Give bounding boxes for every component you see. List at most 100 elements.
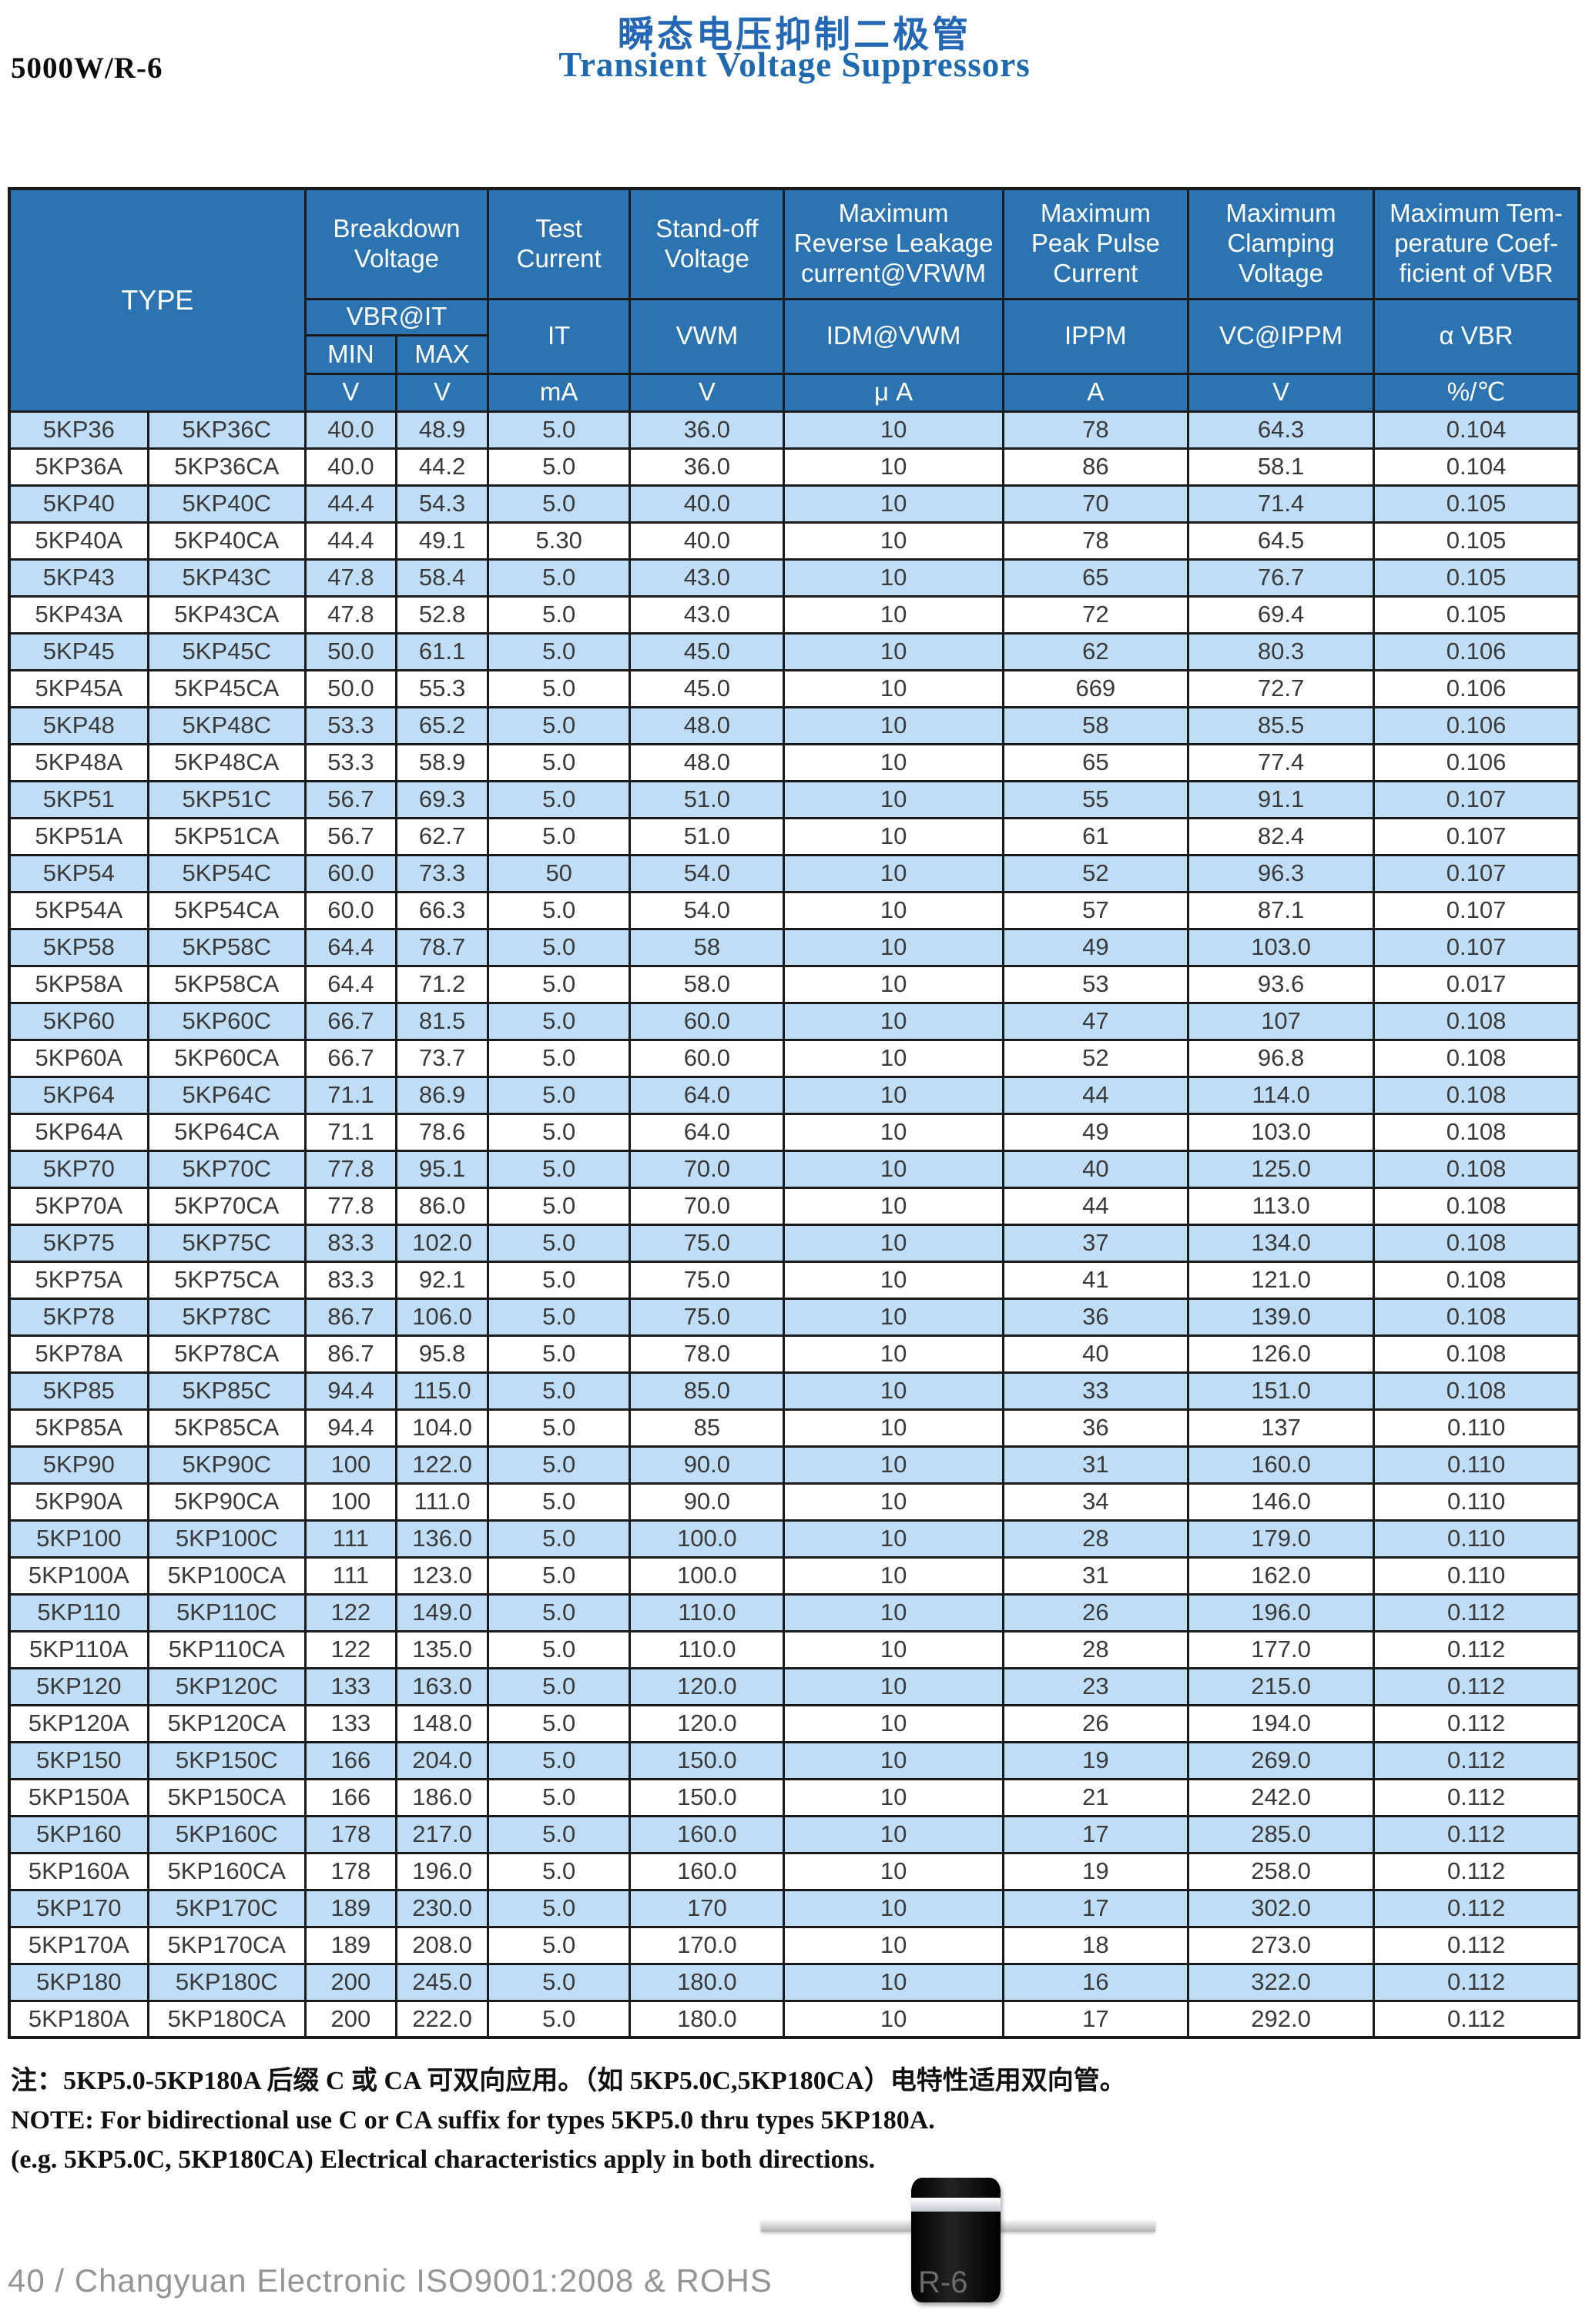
table-cell: 0.107 xyxy=(1373,816,1581,856)
table-cell: 149.0 xyxy=(394,1592,490,1632)
col-header-standoff-voltage: Stand-off Voltage xyxy=(629,187,786,300)
table-cell: 56.7 xyxy=(303,816,397,856)
table-cell: 5KP40CA xyxy=(146,521,307,561)
table-cell: 62.7 xyxy=(394,816,490,856)
table-cell: 19 xyxy=(1001,1740,1189,1780)
table-cell: 58.0 xyxy=(629,964,786,1004)
table-cell: 100 xyxy=(303,1445,397,1485)
table-cell: 150.0 xyxy=(629,1740,786,1780)
table-cell: 126.0 xyxy=(1186,1334,1376,1374)
table-cell: 44.2 xyxy=(394,447,490,487)
col-header-clamping-voltage: Maximum Clamping Voltage xyxy=(1186,187,1376,300)
table-cell: 5KP48C xyxy=(146,705,307,745)
table-cell: 10 xyxy=(783,558,1004,598)
table-cell: 292.0 xyxy=(1186,1999,1376,2039)
table-cell: 0.112 xyxy=(1373,1703,1581,1743)
table-row: 5KP43 5KP43C 47.8 58.4 5.0 43.0 10 65 76.7 0.105 xyxy=(8,558,1581,598)
table-cell: 45.0 xyxy=(629,668,786,708)
table-cell: 200 xyxy=(303,1999,397,2039)
table-cell: 17 xyxy=(1001,1999,1189,2039)
table-cell: 51.0 xyxy=(629,816,786,856)
table-cell: 110.0 xyxy=(629,1629,786,1669)
symbol-idm: IDM@VWM xyxy=(783,297,1004,375)
table-cell: 0.108 xyxy=(1373,1001,1581,1041)
table-cell: 137 xyxy=(1186,1408,1376,1448)
unit-min-v: V xyxy=(303,372,397,413)
table-cell: 5KP120A xyxy=(8,1703,149,1743)
table-cell: 10 xyxy=(783,447,1004,487)
table-cell: 5KP85C xyxy=(146,1371,307,1411)
table-cell: 51.0 xyxy=(629,779,786,819)
table-cell: 5KP60A xyxy=(8,1038,149,1078)
table-cell: 0.112 xyxy=(1373,1925,1581,1965)
table-cell: 5.0 xyxy=(487,1925,632,1965)
table-row: 5KP85A 5KP85CA 94.4 104.0 5.0 85 10 36 137 0.110 xyxy=(8,1408,1581,1448)
table-cell: 10 xyxy=(783,1408,1004,1448)
table-cell: 242.0 xyxy=(1186,1777,1376,1817)
table-cell: 54.0 xyxy=(629,890,786,930)
table-cell: 53.3 xyxy=(303,742,397,782)
table-cell: 5KP150 xyxy=(8,1740,149,1780)
table-cell: 5KP75C xyxy=(146,1223,307,1263)
page-title-english: Transient Voltage Suppressors xyxy=(558,45,1031,84)
table-cell: 111.0 xyxy=(394,1482,490,1522)
table-row: 5KP40 5KP40C 44.4 54.3 5.0 40.0 10 70 71.4 0.105 xyxy=(8,484,1581,524)
table-cell: 55 xyxy=(1001,779,1189,819)
table-cell: 166 xyxy=(303,1740,397,1780)
table-cell: 5KP150CA xyxy=(146,1777,307,1817)
table-cell: 95.1 xyxy=(394,1149,490,1189)
table-cell: 10 xyxy=(783,890,1004,930)
table-cell: 78 xyxy=(1001,521,1189,561)
table-cell: 10 xyxy=(783,1038,1004,1078)
table-cell: 103.0 xyxy=(1186,1112,1376,1152)
table-cell: 60.0 xyxy=(629,1038,786,1078)
table-cell: 285.0 xyxy=(1186,1814,1376,1854)
table-row: 5KP150 5KP150C 166 204.0 5.0 150.0 10 19 269.0 0.… xyxy=(8,1740,1581,1780)
table-cell: 5KP60 xyxy=(8,1001,149,1041)
table-cell: 5KP45 xyxy=(8,631,149,671)
table-cell: 160.0 xyxy=(629,1814,786,1854)
table-cell: 189 xyxy=(303,1925,397,1965)
table-row: 5KP36A 5KP36CA 40.0 44.2 5.0 36.0 10 86 58.1 0.10… xyxy=(8,447,1581,487)
table-cell: 5KP36A xyxy=(8,447,149,487)
table-cell: 5KP45CA xyxy=(146,668,307,708)
table-cell: 73.3 xyxy=(394,853,490,893)
table-cell: 5KP78CA xyxy=(146,1334,307,1374)
table-row: 5KP90A 5KP90CA 100 111.0 5.0 90.0 10 34 146.0 0.1… xyxy=(8,1482,1581,1522)
table-cell: 60.0 xyxy=(303,890,397,930)
table-cell: 5.0 xyxy=(487,742,632,782)
table-cell: 0.108 xyxy=(1373,1260,1581,1300)
table-row: 5KP120 5KP120C 133 163.0 5.0 120.0 10 23 215.0 0.… xyxy=(8,1666,1581,1706)
table-cell: 0.107 xyxy=(1373,890,1581,930)
table-cell: 34 xyxy=(1001,1482,1189,1522)
table-cell: 0.112 xyxy=(1373,1999,1581,2039)
table-row: 5KP90 5KP90C 100 122.0 5.0 90.0 10 31 160.0 0.110 xyxy=(8,1445,1581,1485)
table-cell: 69.4 xyxy=(1186,594,1376,635)
table-cell: 245.0 xyxy=(394,1962,490,2002)
table-cell: 217.0 xyxy=(394,1814,490,1854)
table-cell: 10 xyxy=(783,1482,1004,1522)
note-chinese: 注：5KP5.0-5KP180A 后缀 C 或 CA 可双向应用。（如 5KP5… xyxy=(11,2067,1126,2095)
col-header-temp-coefficient: Maximum Tem- perature Coef- ficient of V… xyxy=(1373,187,1581,300)
table-cell: 106.0 xyxy=(394,1297,490,1337)
table-cell: 28 xyxy=(1001,1629,1189,1669)
table-cell: 5.0 xyxy=(487,816,632,856)
table-cell: 0.104 xyxy=(1373,447,1581,487)
unit-it-ma: mA xyxy=(487,372,632,413)
table-cell: 77.8 xyxy=(303,1186,397,1226)
table-cell: 53 xyxy=(1001,964,1189,1004)
table-cell: 36 xyxy=(1001,1297,1189,1337)
table-cell: 5KP64A xyxy=(8,1112,149,1152)
table-cell: 92.1 xyxy=(394,1260,490,1300)
table-cell: 5KP160 xyxy=(8,1814,149,1854)
table-cell: 5.0 xyxy=(487,1112,632,1152)
table-cell: 21 xyxy=(1001,1777,1189,1817)
table-cell: 44 xyxy=(1001,1075,1189,1115)
table-cell: 5KP48CA xyxy=(146,742,307,782)
table-row: 5KP78A 5KP78CA 86.7 95.8 5.0 78.0 10 40 126.0 0.1… xyxy=(8,1334,1581,1374)
table-cell: 77.8 xyxy=(303,1149,397,1189)
table-cell: 40.0 xyxy=(303,447,397,487)
table-cell: 150.0 xyxy=(629,1777,786,1817)
table-cell: 10 xyxy=(783,1629,1004,1669)
table-cell: 5KP110C xyxy=(146,1592,307,1632)
